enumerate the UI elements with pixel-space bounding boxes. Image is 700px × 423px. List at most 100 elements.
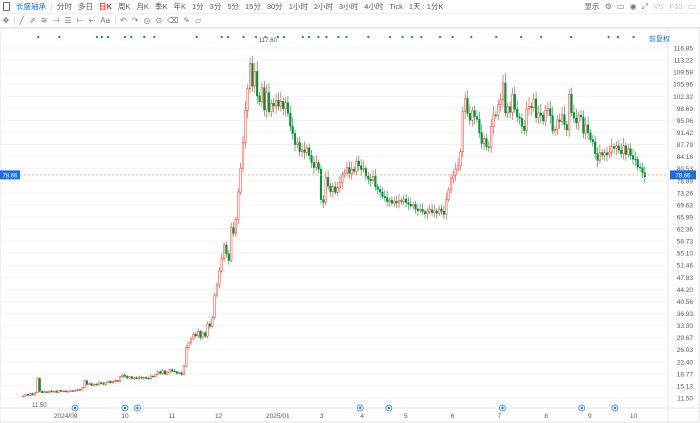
period-tab-7[interactable]: 1分	[191, 1, 204, 11]
f10-button[interactable]: F10	[669, 2, 683, 11]
candle-body	[298, 142, 301, 152]
shape-icon[interactable]: ▱	[195, 15, 202, 25]
delete-icon[interactable]: ⌫	[167, 15, 179, 25]
period-tab-13[interactable]: 2小时	[313, 1, 334, 11]
lock-icon[interactable]: ⊙	[155, 15, 163, 25]
period-tabs: 分时 多日 日K 周K 月K 季K 年K 1分 3分 5分 15分 30分 1小时 2小时 3小时 4小时 Ti…	[54, 0, 446, 14]
period-tab-0[interactable]: 分时	[57, 1, 72, 11]
candle-body	[206, 323, 209, 337]
candle-body	[137, 376, 141, 379]
fib-icon[interactable]: ☰	[64, 15, 72, 25]
top-event-marker	[438, 35, 442, 39]
candle-body	[518, 116, 521, 119]
candle-body	[253, 71, 256, 87]
chart-frame	[0, 28, 700, 423]
candle-body	[357, 160, 360, 167]
x-tick-label: 11	[168, 413, 175, 420]
candle-body	[516, 109, 519, 118]
candle-body	[395, 201, 398, 204]
collapse-icon[interactable]: ▭	[687, 2, 696, 11]
candle-body	[459, 151, 462, 167]
magnet-icon[interactable]: ✎	[183, 15, 191, 25]
window-icon[interactable]: ▭	[617, 2, 625, 11]
x-tick-label: 4	[360, 413, 364, 420]
candle-body	[142, 377, 145, 379]
period-tab-15[interactable]: 4小时	[364, 1, 384, 11]
candle-body	[388, 200, 391, 202]
trend-line-icon[interactable]: ╱	[19, 15, 25, 25]
candle-body	[558, 119, 561, 122]
arrow-icon[interactable]: ⇠	[88, 15, 96, 25]
settings-icon[interactable]: ⚙	[604, 2, 613, 11]
period-tab-10[interactable]: 15分	[245, 1, 261, 11]
camera-icon[interactable]: ◉	[629, 2, 637, 11]
stock-name[interactable]: 长盛轴承	[16, 2, 46, 11]
channel-icon[interactable]: ≋	[40, 15, 48, 25]
candle-body	[305, 147, 308, 153]
crosshair-icon[interactable]: ✥	[2, 15, 10, 25]
candle-body	[572, 112, 575, 119]
candle-body	[130, 376, 133, 379]
period-tab-8[interactable]: 3分	[209, 1, 222, 11]
candle-body	[319, 168, 323, 200]
candle-body	[551, 115, 554, 132]
sidebar-toggle-icon[interactable]	[3, 2, 10, 11]
eye-icon[interactable]: ◎	[143, 15, 151, 25]
candle-body	[400, 200, 403, 202]
period-tab-9[interactable]: 5分	[227, 1, 239, 11]
candle-body	[570, 94, 573, 113]
candle-body	[383, 196, 386, 198]
candle-body	[464, 98, 467, 112]
period-tab-12[interactable]: 1小时	[288, 1, 308, 11]
vs-button[interactable]: VS	[653, 2, 664, 11]
candle-body	[435, 210, 438, 214]
candle-body	[43, 391, 46, 393]
ray-icon[interactable]: ⊢	[76, 15, 84, 25]
candle-body	[338, 182, 341, 188]
period-tab-1[interactable]: 多日	[78, 1, 93, 11]
period-tab-2[interactable]: 日K	[99, 1, 112, 11]
candle-body	[267, 92, 271, 112]
top-event-marker	[226, 35, 230, 39]
top-event-marker	[495, 35, 498, 39]
text-icon[interactable]: Aа	[100, 15, 111, 25]
horizontal-line-icon[interactable]: ⊣	[52, 15, 60, 25]
period-tab-4[interactable]: 月K	[136, 1, 149, 11]
period-tab-17[interactable]: 1天 : 1分K	[408, 1, 444, 11]
candle-body	[532, 98, 535, 108]
period-tab-5[interactable]: 季K	[154, 1, 168, 11]
period-tab-3[interactable]: 周K	[117, 1, 131, 11]
top-event-marker	[389, 35, 392, 39]
period-tab-6[interactable]: 年K	[173, 1, 186, 11]
top-event-marker	[95, 35, 98, 39]
candle-body	[478, 119, 481, 134]
y-tick-label: 11.50	[677, 396, 693, 403]
candle-body	[416, 208, 419, 211]
top-event-marker	[540, 35, 543, 39]
candle-body	[530, 106, 533, 108]
candle-body	[449, 177, 453, 191]
candle-body	[617, 145, 620, 151]
candle-body	[315, 162, 318, 168]
undo-icon[interactable]: ↶	[120, 15, 127, 25]
candle-body	[161, 370, 164, 374]
redo-icon[interactable]: ↷	[131, 15, 139, 25]
candle-body	[272, 103, 275, 107]
arrow-line-icon[interactable]: ⇗	[29, 15, 36, 25]
y-tick-label: 22.40	[677, 359, 694, 366]
period-tab-16[interactable]: Tick	[389, 1, 403, 11]
y-tick-label: 44.20	[677, 287, 694, 294]
candle-body	[140, 376, 143, 379]
kline-chart[interactable]: 116.85 113.22 109.59 105.96 102.32 98.69 95.06…	[0, 28, 700, 423]
display-button[interactable]: 显示	[584, 2, 600, 11]
adjust-button[interactable]: 前复权	[649, 36, 670, 43]
top-event-marker	[276, 35, 279, 39]
candle-body	[615, 145, 618, 149]
candle-body	[78, 389, 81, 391]
period-tab-11[interactable]: 30分	[266, 1, 283, 11]
candle-body	[613, 146, 616, 149]
period-tab-14[interactable]: 3小时	[339, 1, 359, 11]
expand-icon[interactable]: ⤢	[641, 2, 648, 11]
candle-body	[213, 294, 216, 318]
candle-body	[197, 330, 200, 337]
